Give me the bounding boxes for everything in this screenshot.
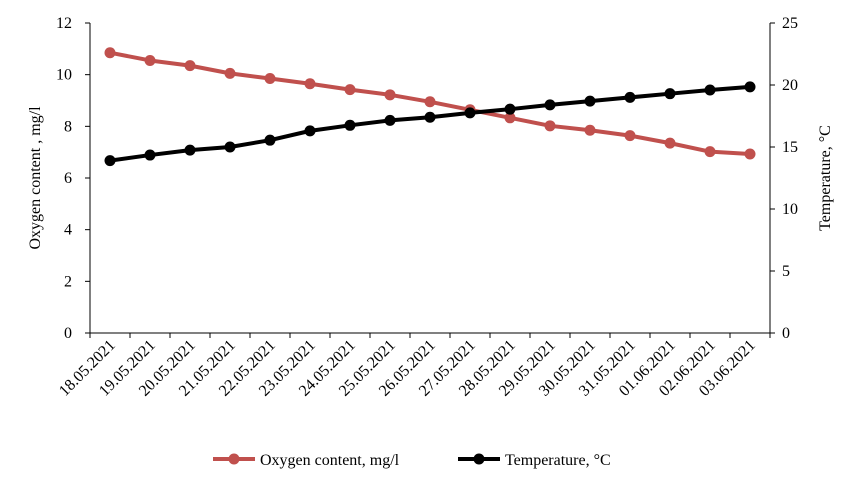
legend-label-oxygen: Oxygen content, mg/l <box>260 452 400 469</box>
data-point-oxygen <box>544 120 556 132</box>
y-right-tick-label: 15 <box>782 139 798 156</box>
data-point-oxygen <box>744 148 756 160</box>
y-left-tick-label: 10 <box>56 67 72 84</box>
data-point-oxygen <box>224 67 236 79</box>
data-point-temperature <box>344 119 356 131</box>
data-point-oxygen <box>304 78 316 90</box>
y-right-tick-label: 20 <box>782 77 798 94</box>
data-point-oxygen <box>344 84 356 96</box>
y-right-tick-label: 25 <box>782 15 798 32</box>
data-point-temperature <box>304 125 316 137</box>
data-point-temperature <box>144 149 156 161</box>
data-point-oxygen <box>664 137 676 149</box>
data-point-oxygen <box>184 60 196 72</box>
data-point-temperature <box>384 114 396 126</box>
y-left-tick-label: 0 <box>64 325 72 342</box>
y-left-tick-label: 8 <box>64 118 72 135</box>
data-point-oxygen <box>704 146 716 158</box>
legend-marker-temperature <box>473 453 485 465</box>
legend-marker-oxygen <box>228 453 240 465</box>
data-point-oxygen <box>144 54 156 66</box>
data-point-oxygen <box>104 47 116 59</box>
data-point-temperature <box>704 84 716 96</box>
y-left-tick-label: 12 <box>56 15 72 32</box>
data-point-temperature <box>624 91 636 103</box>
data-point-temperature <box>184 144 196 156</box>
data-point-temperature <box>664 88 676 100</box>
data-point-temperature <box>504 103 516 115</box>
data-point-temperature <box>744 81 756 93</box>
data-point-temperature <box>584 95 596 107</box>
data-point-oxygen <box>424 96 436 108</box>
data-point-oxygen <box>584 124 596 136</box>
legend-label-temperature: Temperature, °C <box>505 452 611 469</box>
data-point-oxygen <box>624 130 636 142</box>
y-axis-right-label: Temperature, °C <box>817 125 834 231</box>
y-left-tick-label: 4 <box>64 222 72 239</box>
y-left-tick-label: 2 <box>64 273 72 290</box>
y-right-tick-label: 5 <box>782 263 790 280</box>
data-point-oxygen <box>264 73 276 85</box>
data-point-temperature <box>424 111 436 123</box>
y-left-tick-label: 6 <box>64 170 72 187</box>
data-point-temperature <box>264 134 276 146</box>
y-right-tick-label: 0 <box>782 325 790 342</box>
data-point-temperature <box>104 155 116 167</box>
data-point-temperature <box>464 107 476 119</box>
legend: Oxygen content, mg/l Temperature, °C <box>213 452 611 469</box>
y-axis-left-label: Oxygen content , mg/l <box>27 106 44 250</box>
y-right-tick-label: 10 <box>782 201 798 218</box>
data-point-oxygen <box>384 89 396 101</box>
data-point-oxygen <box>504 112 516 124</box>
data-point-temperature <box>224 141 236 153</box>
data-point-temperature <box>544 99 556 111</box>
